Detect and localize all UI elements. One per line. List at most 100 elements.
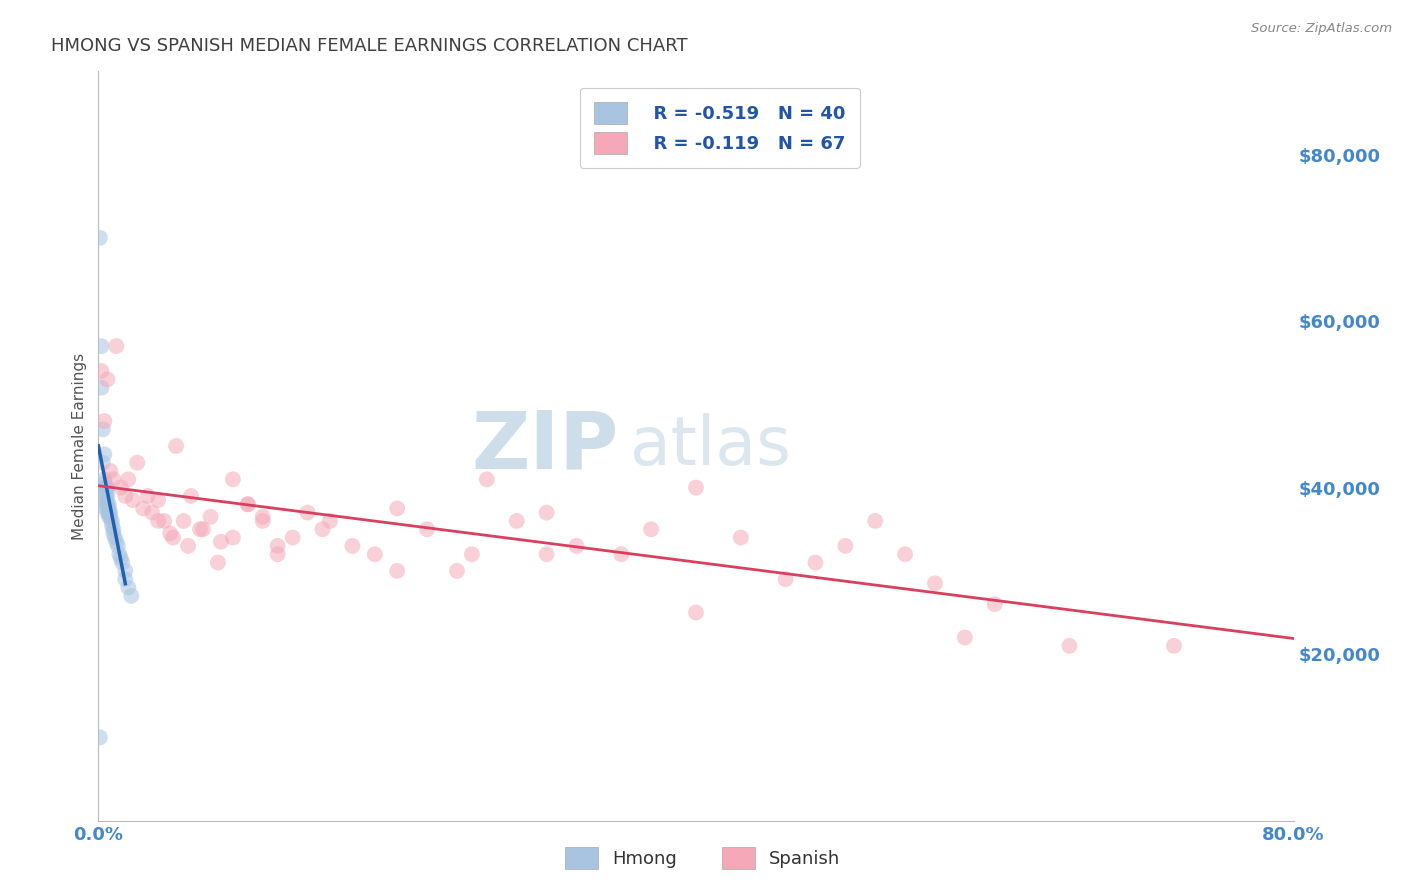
Point	[127, 456, 149, 470]
Point	[93, 414, 115, 428]
Point	[101, 514, 124, 528]
Legend: Hmong, Spanish: Hmong, Spanish	[557, 838, 849, 879]
Point	[96, 372, 118, 386]
Point	[165, 439, 187, 453]
Point	[162, 531, 184, 545]
Point	[105, 534, 128, 549]
Point	[105, 339, 128, 353]
Point	[200, 509, 222, 524]
Point	[297, 506, 319, 520]
Point	[97, 497, 120, 511]
Point	[96, 497, 118, 511]
Point	[94, 497, 117, 511]
Point	[94, 484, 117, 499]
Point	[1059, 639, 1081, 653]
Point	[209, 534, 232, 549]
Point	[93, 476, 115, 491]
Text: ZIP: ZIP	[471, 407, 619, 485]
Point	[94, 481, 117, 495]
Text: Source: ZipAtlas.com: Source: ZipAtlas.com	[1251, 22, 1392, 36]
Point	[610, 547, 633, 561]
Point	[475, 472, 498, 486]
Point	[953, 631, 976, 645]
Point	[136, 489, 159, 503]
Point	[90, 339, 112, 353]
Point	[180, 489, 202, 503]
Point	[90, 364, 112, 378]
Point	[98, 464, 122, 478]
Point	[94, 493, 117, 508]
Point	[97, 506, 120, 520]
Point	[685, 481, 707, 495]
Point	[536, 547, 558, 561]
Point	[91, 456, 114, 470]
Point	[111, 556, 134, 570]
Point	[121, 493, 143, 508]
Point	[117, 472, 139, 486]
Point	[177, 539, 200, 553]
Point	[93, 447, 115, 461]
Point	[188, 522, 211, 536]
Point	[94, 501, 117, 516]
Point	[89, 231, 111, 245]
Point	[685, 606, 707, 620]
Point	[107, 539, 129, 553]
Text: HMONG VS SPANISH MEDIAN FEMALE EARNINGS CORRELATION CHART: HMONG VS SPANISH MEDIAN FEMALE EARNINGS …	[51, 37, 688, 54]
Point	[207, 556, 229, 570]
Point	[89, 731, 111, 745]
Point	[319, 514, 342, 528]
Point	[98, 509, 122, 524]
Point	[804, 556, 827, 570]
Point	[97, 501, 120, 516]
Point	[416, 522, 439, 536]
Point	[114, 489, 136, 503]
Point	[148, 514, 170, 528]
Point	[93, 472, 115, 486]
Point	[153, 514, 176, 528]
Point	[565, 539, 588, 553]
Point	[110, 481, 132, 495]
Point	[252, 509, 274, 524]
Y-axis label: Median Female Earnings: Median Female Earnings	[72, 352, 87, 540]
Point	[730, 531, 752, 545]
Legend:   R = -0.519   N = 40,   R = -0.119   N = 67: R = -0.519 N = 40, R = -0.119 N = 67	[579, 88, 860, 168]
Point	[94, 489, 117, 503]
Point	[461, 547, 484, 561]
Point	[191, 522, 214, 536]
Point	[222, 472, 245, 486]
Point	[267, 547, 290, 561]
Point	[108, 547, 131, 561]
Point	[101, 518, 124, 533]
Point	[385, 501, 409, 516]
Point	[1163, 639, 1185, 653]
Point	[281, 531, 304, 545]
Point	[924, 576, 946, 591]
Point	[98, 506, 122, 520]
Point	[364, 547, 387, 561]
Point	[97, 509, 120, 524]
Point	[110, 551, 132, 566]
Point	[90, 381, 112, 395]
Point	[834, 539, 856, 553]
Point	[775, 572, 797, 586]
Point	[252, 514, 274, 528]
Point	[117, 581, 139, 595]
Point	[640, 522, 662, 536]
Point	[342, 539, 364, 553]
Point	[506, 514, 529, 528]
Point	[96, 489, 118, 503]
Point	[132, 501, 155, 516]
Point	[536, 506, 558, 520]
Point	[148, 493, 170, 508]
Point	[104, 531, 127, 545]
Point	[103, 522, 125, 536]
Text: atlas: atlas	[630, 413, 792, 479]
Point	[91, 422, 114, 436]
Point	[96, 481, 118, 495]
Point	[93, 481, 115, 495]
Point	[96, 506, 118, 520]
Point	[236, 497, 259, 511]
Point	[114, 564, 136, 578]
Point	[894, 547, 917, 561]
Point	[114, 572, 136, 586]
